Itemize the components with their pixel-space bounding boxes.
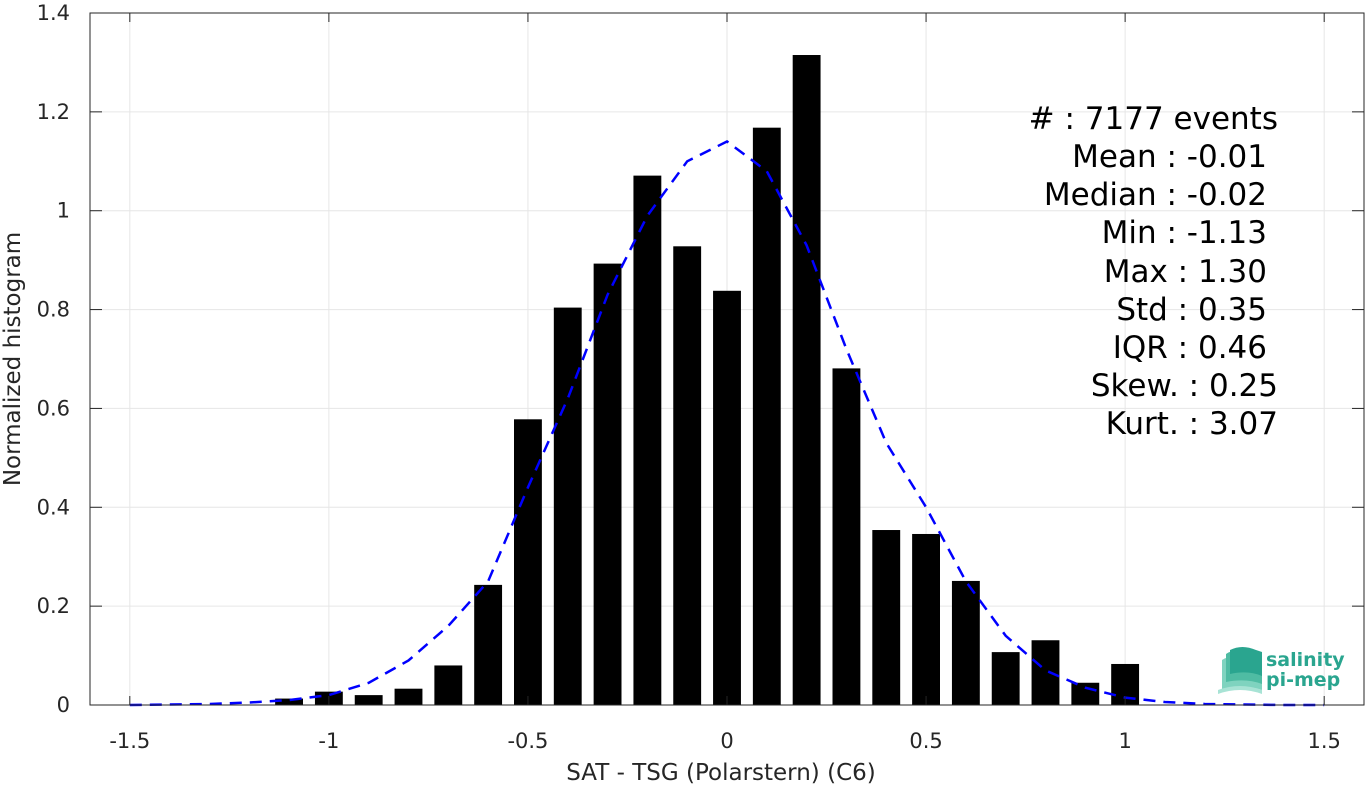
x-tick-label: 1.5 bbox=[1307, 729, 1340, 753]
logo-line1: salinity bbox=[1266, 649, 1345, 671]
y-tick-label: 1.4 bbox=[37, 1, 70, 25]
histogram-bar bbox=[872, 530, 901, 705]
x-tick-label: -1 bbox=[318, 729, 339, 753]
x-axis-label: SAT - TSG (Polarstern) (C6) bbox=[566, 760, 875, 785]
y-axis-label: Normalized histogram bbox=[0, 232, 26, 486]
stats-box: # : 7177 events Mean : -0.01 Median : -0… bbox=[1029, 101, 1278, 442]
stat-max: Max : 1.30 bbox=[1104, 254, 1267, 290]
y-tick-label: 0.4 bbox=[37, 495, 70, 519]
x-tick-labels: -1.5 -1 -0.5 0 0.5 1 1.5 bbox=[109, 729, 1341, 753]
histogram-bar bbox=[474, 584, 503, 705]
y-tick-label: 0.8 bbox=[37, 298, 70, 322]
histogram-bar bbox=[832, 368, 861, 705]
histogram-bar bbox=[673, 246, 702, 705]
x-tick-label: 0.5 bbox=[909, 729, 942, 753]
y-tick-label: 1 bbox=[57, 199, 70, 223]
stat-std: Std : 0.35 bbox=[1116, 292, 1267, 328]
x-tick-label: 1 bbox=[1118, 729, 1131, 753]
histogram-bar bbox=[951, 580, 980, 705]
logo-line2: pi-mep bbox=[1266, 669, 1340, 691]
histogram-bar bbox=[275, 698, 303, 705]
histogram-bar bbox=[593, 263, 622, 705]
stat-mean: Mean : -0.01 bbox=[1072, 139, 1267, 175]
salinity-pimep-logo: salinity pi-mep bbox=[1218, 647, 1345, 694]
histogram-bar bbox=[792, 55, 821, 706]
histogram-bar bbox=[991, 652, 1020, 705]
histogram-bar bbox=[434, 665, 463, 705]
stat-iqr: IQR : 0.46 bbox=[1113, 330, 1267, 366]
stat-skew: Skew. : 0.25 bbox=[1091, 368, 1278, 404]
x-tick-label: -0.5 bbox=[507, 729, 548, 753]
x-tick-label: -1.5 bbox=[109, 729, 150, 753]
y-tick-label: 0 bbox=[57, 693, 70, 717]
histogram-bar bbox=[514, 419, 542, 705]
histogram-bar bbox=[752, 127, 781, 705]
histogram-bar bbox=[394, 688, 423, 705]
y-tick-label: 1.2 bbox=[37, 100, 70, 124]
histogram-bar bbox=[633, 175, 662, 705]
y-tick-label: 0.6 bbox=[37, 396, 70, 420]
x-tick-label: 0 bbox=[720, 729, 733, 753]
histogram-bar bbox=[912, 533, 940, 705]
wave-logo-icon bbox=[1218, 647, 1262, 694]
histogram-bar bbox=[713, 290, 741, 705]
histogram-bar bbox=[1071, 682, 1100, 705]
stat-kurt: Kurt. : 3.07 bbox=[1106, 406, 1278, 442]
y-tick-labels: 0 0.2 0.4 0.6 0.8 1 1.2 1.4 bbox=[37, 1, 70, 717]
stat-count: # : 7177 events bbox=[1029, 101, 1278, 137]
y-tick-label: 0.2 bbox=[37, 594, 70, 618]
stat-min: Min : -1.13 bbox=[1102, 215, 1267, 251]
axis-ticks bbox=[90, 12, 1364, 706]
histogram-bar bbox=[354, 695, 383, 705]
stat-median: Median : -0.02 bbox=[1044, 177, 1267, 213]
histogram-bar bbox=[553, 307, 582, 705]
histogram-bar bbox=[1031, 640, 1060, 705]
